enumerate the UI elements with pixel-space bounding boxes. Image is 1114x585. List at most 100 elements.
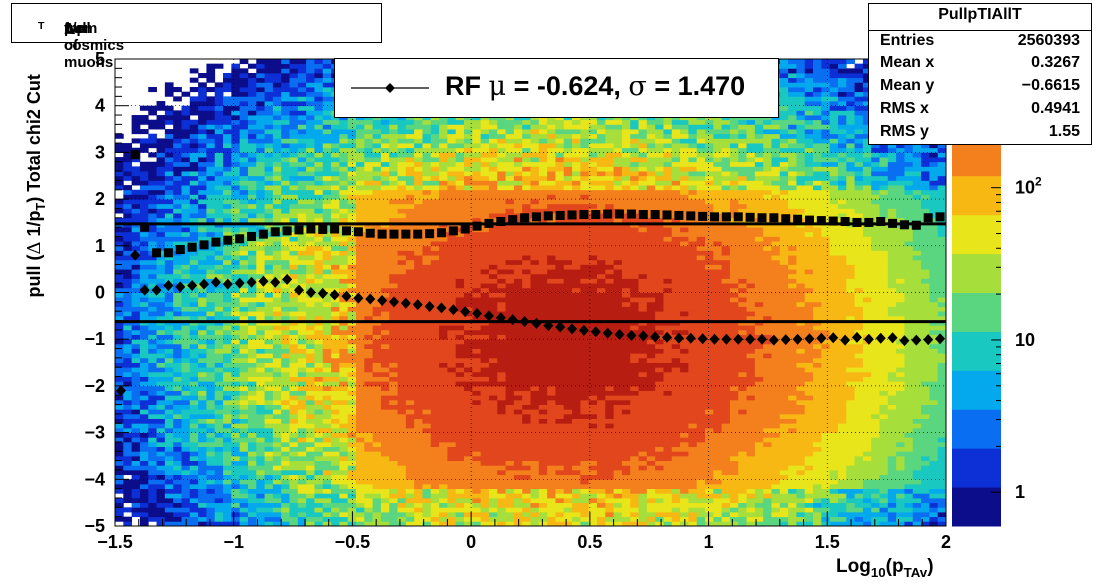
heatmap-cell	[422, 133, 432, 139]
heatmap-cell	[497, 329, 506, 335]
heatmap-cell	[148, 367, 157, 373]
heatmap-cell	[480, 418, 490, 424]
heatmap-cell	[380, 488, 390, 494]
heatmap-cell	[372, 390, 382, 396]
heatmap-cell	[380, 129, 390, 135]
heatmap-cell	[139, 423, 149, 429]
heatmap-cell	[447, 418, 457, 424]
heatmap-cell	[231, 376, 241, 382]
heatmap-cell	[223, 138, 232, 144]
heatmap-cell	[405, 259, 415, 265]
heatmap-cell	[289, 199, 299, 205]
heatmap-cell	[372, 483, 382, 490]
heatmap-cell	[331, 367, 340, 373]
heatmap-cell	[522, 441, 531, 448]
heatmap-cell	[447, 395, 457, 401]
heatmap-cell	[422, 451, 432, 457]
heatmap-cell	[422, 339, 432, 345]
heatmap-cell	[355, 390, 365, 396]
heatmap-cell	[347, 138, 357, 144]
heatmap-cell	[247, 367, 257, 373]
heatmap-cell	[189, 343, 199, 349]
heatmap-cell	[173, 143, 182, 149]
heatmap-cell	[355, 437, 365, 443]
heatmap-cell	[364, 287, 374, 293]
heatmap-cell	[198, 189, 207, 195]
heatmap-cell	[314, 497, 324, 504]
heatmap-cell	[264, 334, 274, 340]
heatmap-cell	[505, 399, 515, 405]
heatmap-cell	[480, 465, 490, 471]
heatmap-cell	[148, 423, 157, 429]
heatmap-cell	[530, 371, 540, 377]
heatmap-cell	[189, 497, 199, 504]
heatmap-cell	[439, 455, 448, 462]
heatmap-cell	[306, 413, 315, 419]
heatmap-cell	[397, 213, 407, 219]
heatmap-cell	[447, 451, 457, 457]
heatmap-cell	[488, 245, 498, 251]
heatmap-cell	[156, 371, 166, 377]
heatmap-cell	[339, 469, 349, 476]
heatmap-cell	[247, 166, 257, 172]
heatmap-cell	[123, 208, 133, 214]
heatmap-cell	[322, 367, 332, 373]
heatmap-cell	[289, 115, 299, 121]
heatmap-cell	[347, 385, 357, 391]
heatmap-cell	[115, 413, 124, 419]
heatmap-cell	[389, 329, 398, 335]
heatmap-cell	[256, 105, 265, 111]
heatmap-cell	[131, 502, 141, 508]
heatmap-cell	[389, 488, 398, 494]
heatmap-cell	[522, 203, 531, 209]
heatmap-cell	[289, 413, 299, 419]
heatmap-cell	[397, 217, 407, 223]
heatmap-cell	[281, 105, 290, 111]
heatmap-cell	[331, 409, 340, 415]
heatmap-cell	[256, 483, 265, 490]
heatmap-cell	[389, 250, 398, 256]
heatmap-cell	[397, 315, 407, 321]
heatmap-cell	[272, 273, 282, 279]
heatmap-cell	[173, 357, 182, 363]
heatmap-cell	[505, 483, 515, 490]
heatmap-cell	[231, 147, 241, 153]
heatmap-cell	[306, 255, 315, 261]
heatmap-cell	[513, 381, 523, 387]
heatmap-cell	[164, 427, 174, 433]
heatmap-cell	[206, 213, 216, 219]
heatmap-cell	[430, 423, 440, 429]
heatmap-cell	[181, 278, 191, 284]
heatmap-cell	[314, 427, 324, 433]
heatmap-cell	[364, 264, 374, 270]
heatmap-cell	[347, 479, 357, 485]
heatmap-cell	[530, 432, 540, 438]
heatmap-cell	[115, 399, 124, 405]
heatmap-cell	[414, 446, 423, 452]
heatmap-cell	[264, 367, 274, 373]
heatmap-cell	[339, 507, 349, 513]
heatmap-cell	[522, 297, 531, 303]
heatmap-cell	[355, 129, 365, 135]
heatmap-cell	[272, 283, 282, 289]
heatmap-cell	[380, 418, 390, 424]
heatmap-cell	[347, 161, 357, 167]
heatmap-cell	[306, 180, 315, 186]
heatmap-cell	[380, 483, 390, 490]
heatmap-cell	[422, 217, 432, 223]
heatmap-cell	[497, 502, 506, 508]
heatmap-cell	[538, 418, 548, 424]
heatmap-cell	[505, 119, 515, 125]
heatmap-cell	[281, 488, 290, 494]
heatmap-cell	[364, 189, 374, 195]
heatmap-cell	[164, 399, 174, 405]
heatmap-cell	[281, 441, 290, 448]
heatmap-cell	[530, 516, 540, 522]
heatmap-cell	[306, 395, 315, 401]
heatmap-cell	[422, 348, 432, 354]
heatmap-cell	[347, 367, 357, 373]
heatmap-cell	[322, 213, 332, 219]
heatmap-cell	[256, 287, 265, 293]
heatmap-cell	[364, 343, 374, 349]
heatmap-cell	[380, 497, 390, 504]
